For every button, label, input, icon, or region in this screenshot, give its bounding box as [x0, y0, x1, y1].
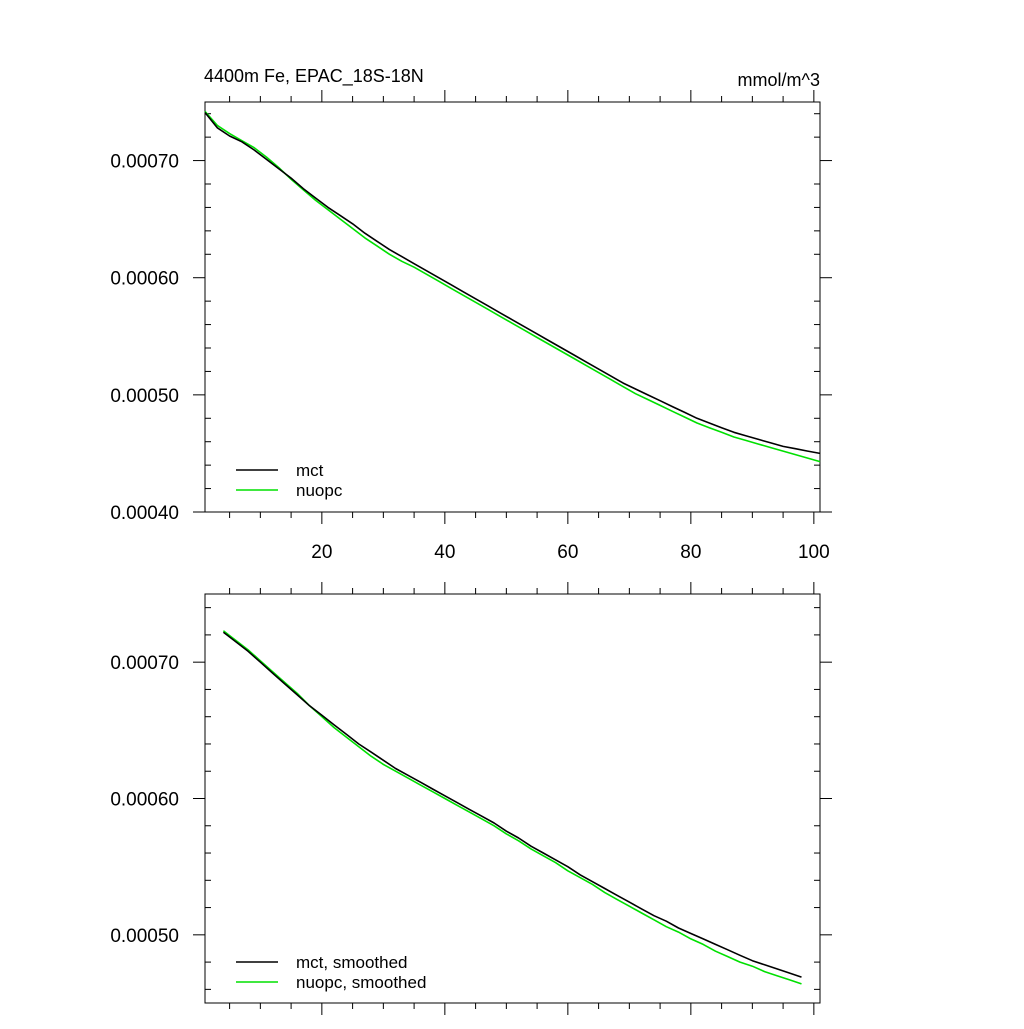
- series-line-mct: [204, 111, 821, 455]
- chart-title: 4400m Fe, EPAC_18S-18N: [204, 66, 424, 87]
- chart-panel-1: 20 40 60 80 100 0.00040 0.00050 0.00060 0.00070 m…: [110, 90, 832, 563]
- x-tick-label: 100: [798, 542, 830, 563]
- y-tick-label: 0.00050: [110, 926, 179, 947]
- y-tick-label: 0.00070: [110, 152, 179, 173]
- series-line-nuopc: [204, 110, 821, 463]
- series-line-mct-smoothed: [222, 631, 802, 978]
- plot-frame: [204, 101, 821, 513]
- legend-label: nuopc, smoothed: [296, 973, 426, 992]
- x-tick-label: 40: [434, 542, 455, 563]
- y-tick-label: 0.00070: [110, 653, 179, 674]
- chart-panels: 20 40 60 80 100 0.00040 0.00050 0.00060 0.00070 m…: [110, 90, 832, 1015]
- x-tick-label: 60: [557, 542, 578, 563]
- y-tick-label: 0.00050: [110, 386, 179, 407]
- legend-label: nuopc: [296, 481, 343, 500]
- legend-label: mct, smoothed: [296, 953, 408, 972]
- x-tick-label: 80: [680, 542, 701, 563]
- legend-label: mct: [296, 461, 324, 480]
- series-line-nuopc-smoothed: [222, 630, 802, 985]
- x-tick-label: 20: [311, 542, 332, 563]
- units-label: mmol/m^3: [738, 70, 820, 90]
- y-tick-label: 0.00060: [110, 790, 179, 811]
- y-tick-label: 0.00040: [110, 503, 179, 524]
- chart-panel-2: 0.00050 0.00060 0.00070 mct, smoothednuopc,…: [110, 582, 832, 1015]
- plot-frame: [204, 593, 821, 1004]
- y-tick-label: 0.00060: [110, 269, 179, 290]
